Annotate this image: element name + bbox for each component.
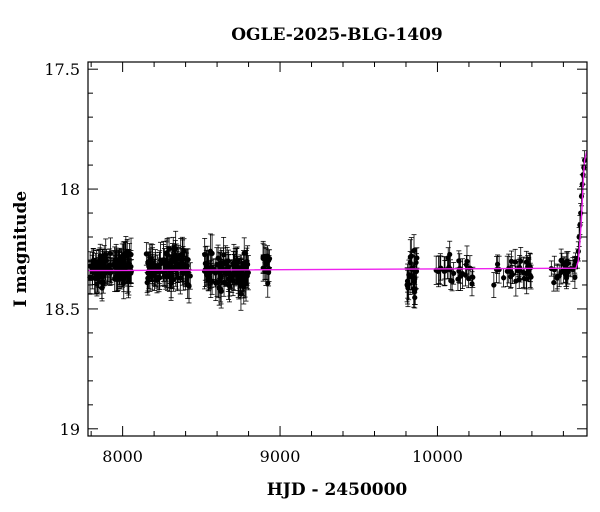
data-point (203, 263, 209, 269)
data-point (235, 277, 241, 283)
data-layer (87, 150, 588, 311)
data-point (124, 273, 130, 279)
data-point (234, 263, 240, 269)
data-point (518, 258, 524, 264)
data-point (469, 281, 475, 287)
data-point (225, 258, 232, 264)
data-point (165, 261, 171, 268)
data-point (225, 281, 232, 288)
data-point (408, 253, 414, 259)
data-point (105, 263, 111, 270)
data-point (496, 267, 502, 273)
model-curve (87, 150, 588, 272)
data-point (263, 261, 269, 267)
data-point (89, 265, 96, 272)
data-point (206, 270, 212, 276)
data-point (118, 270, 124, 277)
data-point (239, 276, 246, 282)
data-point (187, 273, 193, 279)
x-tick-label: 10000 (412, 447, 463, 466)
data-point (520, 269, 526, 275)
y-tick-label: 18.5 (44, 300, 80, 319)
x-tick-label: 8000 (102, 447, 143, 466)
data-point (218, 260, 224, 266)
data-point (564, 261, 570, 267)
data-point (124, 248, 130, 254)
data-point (559, 258, 565, 264)
data-point (180, 261, 186, 267)
data-point (214, 261, 220, 268)
data-point (562, 272, 569, 278)
data-point (145, 259, 151, 265)
data-point (161, 257, 167, 263)
data-point (98, 263, 104, 270)
data-point (173, 245, 179, 252)
x-axis-label: HJD - 2450000 (267, 480, 408, 500)
data-point (455, 276, 461, 282)
data-point (217, 286, 224, 292)
chart-title: OGLE-2025-BLG-1409 (231, 25, 443, 45)
data-point (501, 275, 507, 281)
data-point (90, 259, 96, 265)
data-point (234, 258, 240, 264)
data-point (516, 276, 522, 283)
data-point (260, 254, 266, 260)
data-point (507, 274, 514, 280)
data-point (96, 272, 102, 278)
plot-frame (87, 61, 588, 437)
data-point (572, 274, 578, 280)
data-point (174, 271, 180, 277)
data-point (447, 251, 453, 258)
data-point (435, 268, 442, 275)
y-tick-label: 17.5 (44, 60, 80, 79)
y-axis-label: I magnitude (11, 191, 31, 308)
data-point (245, 261, 251, 268)
data-point (266, 256, 273, 262)
data-point (558, 269, 564, 276)
model-layer (87, 150, 588, 272)
data-point (107, 250, 114, 257)
data-point (265, 280, 271, 286)
data-point (169, 258, 175, 264)
data-point (125, 278, 132, 285)
data-point (170, 265, 176, 271)
data-point (241, 250, 247, 256)
data-point (412, 294, 418, 301)
data-point (508, 258, 515, 264)
data-point (157, 262, 163, 268)
data-point (145, 275, 151, 281)
data-point (442, 268, 448, 274)
data-point (92, 275, 98, 282)
data-point (411, 247, 417, 254)
data-point (551, 279, 557, 286)
data-point (205, 277, 212, 283)
data-point (526, 264, 532, 271)
data-point (491, 282, 497, 288)
data-point (87, 275, 93, 281)
data-point (103, 257, 110, 264)
data-point (109, 268, 115, 275)
y-tick-label: 19 (60, 420, 80, 439)
data-point (574, 255, 581, 262)
data-point (448, 278, 454, 284)
data-point (462, 272, 469, 278)
ticks-layer: 8000 9000 10000 17.5 18 18.5 19 (44, 60, 587, 466)
data-point (523, 259, 529, 265)
data-point (175, 261, 181, 267)
data-point (410, 275, 416, 281)
data-point (463, 262, 469, 268)
data-point (404, 278, 411, 284)
x-tick-label: 9000 (260, 447, 301, 466)
data-point (144, 279, 150, 286)
data-point (209, 264, 215, 270)
data-point (470, 274, 476, 280)
data-point (186, 282, 192, 289)
y-tick-label: 18 (60, 180, 80, 199)
data-point (185, 257, 191, 263)
data-point (116, 261, 122, 267)
data-point (161, 273, 168, 279)
